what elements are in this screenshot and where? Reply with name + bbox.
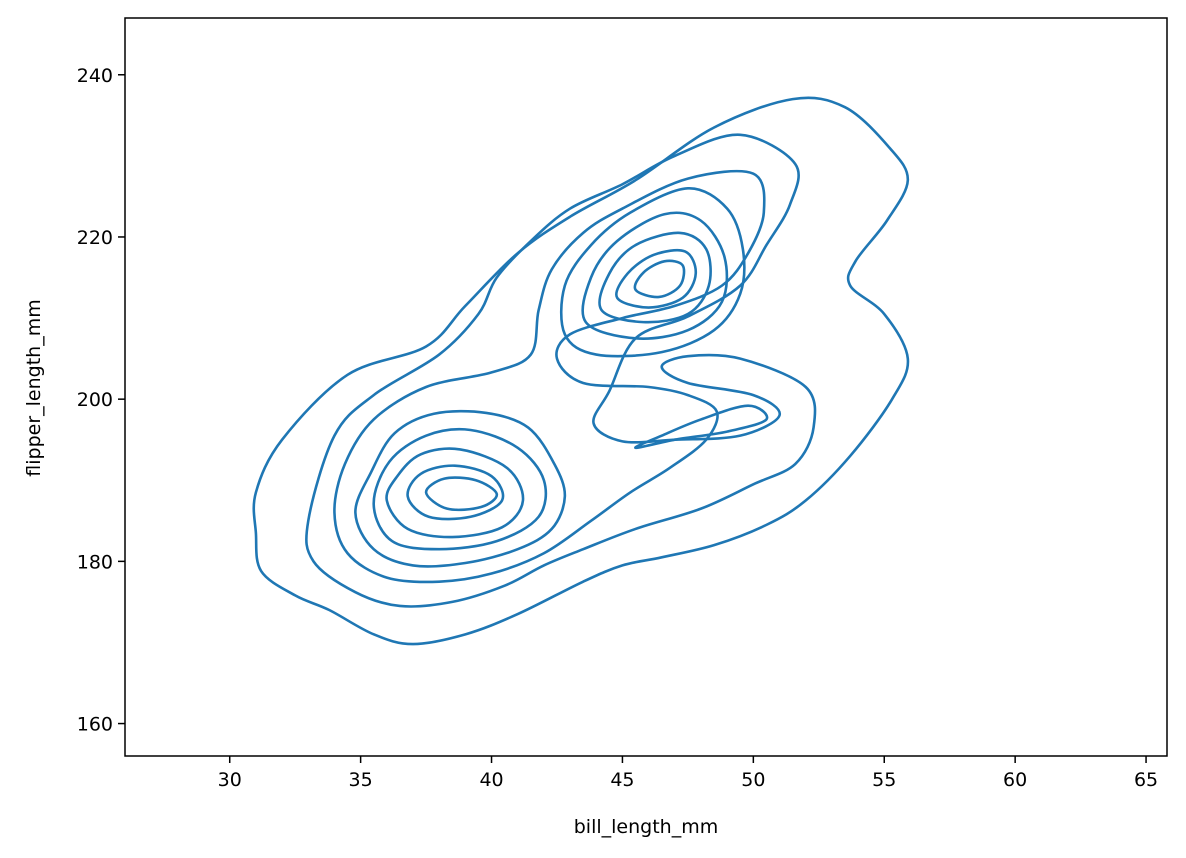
contour-line-11 [598, 231, 712, 324]
x-tick-label: 60 [1003, 769, 1027, 791]
contour-line-9 [559, 187, 746, 358]
x-tick-label: 35 [349, 769, 373, 791]
x-tick-label: 50 [741, 769, 765, 791]
y-tick-label: 200 [77, 389, 113, 411]
y-axis: 160 180 200 220 240 [77, 65, 125, 736]
y-tick-label: 160 [77, 714, 113, 736]
x-axis: 30 35 40 45 50 55 60 65 [218, 756, 1158, 791]
y-tick-label: 220 [77, 227, 113, 249]
contour-line-7 [406, 464, 505, 521]
x-axis-label: bill_length_mm [574, 816, 718, 838]
x-tick-label: 65 [1134, 769, 1158, 791]
y-tick-label: 240 [77, 65, 113, 87]
x-tick-label: 40 [479, 769, 503, 791]
contour-line-13 [633, 259, 686, 299]
contour-line-1 [252, 96, 910, 646]
x-tick-label: 30 [218, 769, 242, 791]
y-axis-label: flipper_length_mm [23, 299, 45, 476]
contour-line-14 [634, 404, 769, 450]
x-tick-label: 55 [872, 769, 896, 791]
contour-line-6 [385, 447, 525, 539]
axes-frame [124, 17, 1168, 757]
contour-line-12 [615, 248, 698, 309]
x-tick-label: 45 [610, 769, 634, 791]
plot-area [252, 96, 910, 646]
contour-line-5 [372, 427, 548, 551]
contour-line-2 [305, 133, 817, 608]
contour-line-3 [333, 169, 766, 584]
contour-line-4 [354, 409, 567, 568]
contour-line-8 [424, 476, 499, 512]
contour-line-10 [581, 211, 729, 340]
y-tick-label: 180 [77, 551, 113, 573]
